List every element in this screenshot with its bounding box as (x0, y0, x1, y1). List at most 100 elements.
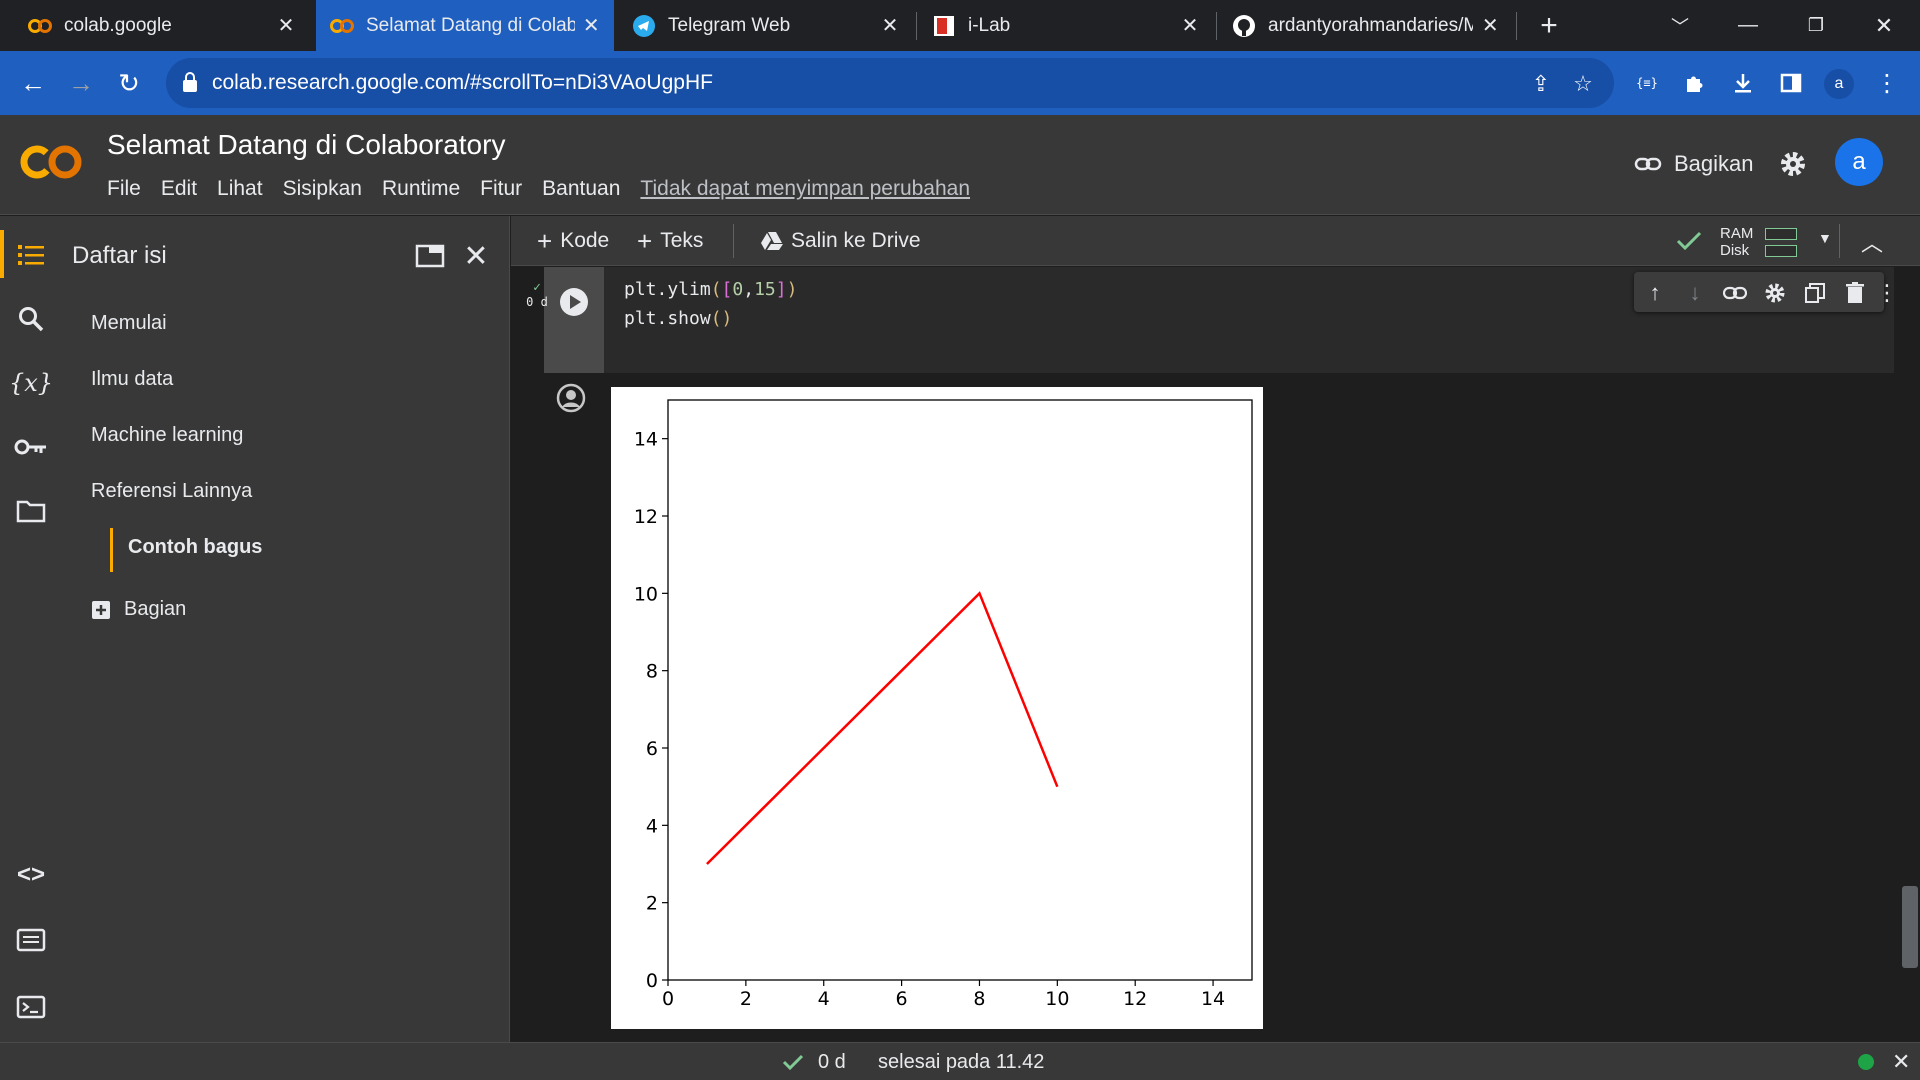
exec-status: ✓ 0 d (525, 280, 549, 309)
toc-list-icon[interactable] (12, 236, 50, 274)
mirror-cell-icon[interactable] (1802, 280, 1828, 306)
notebook-title[interactable]: Selamat Datang di Colaboratory (107, 129, 506, 160)
plot-output: 0 2 4 6 8 10 12 14 0 2 4 6 8 10 12 14 (611, 387, 1263, 1029)
browser-tab-github[interactable]: ardantyorahmandaries/M ✕ (1218, 0, 1514, 51)
drive-icon (761, 232, 783, 250)
side-panel-icon[interactable] (1778, 70, 1804, 96)
tab-title: colab.google (64, 14, 172, 36)
browser-menu-icon[interactable]: ⋮ (1875, 69, 1899, 97)
close-panel-icon[interactable]: ✕ (463, 239, 489, 273)
minimize-button[interactable]: — (1738, 14, 1758, 36)
colab-icon (330, 14, 354, 38)
x-tick-label: 10 (1045, 988, 1069, 1010)
new-tab-button[interactable]: + (1540, 8, 1558, 42)
tab-separator (1216, 12, 1217, 40)
status-message: selesai pada 11.42 (878, 1051, 1045, 1073)
x-tick-label: 8 (973, 988, 985, 1010)
share-page-icon[interactable]: ⇪ (1531, 71, 1551, 96)
account-avatar[interactable]: a (1835, 138, 1883, 186)
telegram-icon (632, 14, 656, 38)
secrets-key-icon[interactable] (12, 428, 50, 466)
close-icon[interactable]: ✕ (582, 15, 600, 37)
toc-item-machine-learning[interactable]: Machine learning (91, 424, 244, 446)
extensions-puzzle-icon[interactable] (1682, 70, 1708, 96)
line-chart: 0 2 4 6 8 10 12 14 0 2 4 6 8 10 12 14 (634, 399, 1253, 1010)
delete-cell-icon[interactable] (1842, 280, 1868, 306)
reload-button[interactable]: ↻ (118, 67, 140, 98)
code-editor[interactable]: plt.ylim([0,15]) plt.show() (624, 275, 797, 333)
close-icon[interactable]: ✕ (277, 15, 295, 37)
download-icon[interactable] (1730, 70, 1756, 96)
add-code-button[interactable]: + Kode (537, 225, 610, 256)
move-down-icon[interactable]: ↓ (1689, 280, 1701, 305)
restore-button[interactable]: ❐ (1807, 15, 1825, 35)
status-bar: 0 d selesai pada 11.42 ✕ (0, 1042, 1920, 1080)
run-cell-button[interactable] (559, 287, 589, 322)
command-palette-icon[interactable] (12, 921, 50, 959)
status-check-icon (782, 1054, 804, 1071)
add-code-label: Kode (560, 229, 610, 252)
browser-tab-telegram[interactable]: Telegram Web ✕ (618, 0, 914, 51)
share-button[interactable]: Bagikan (1634, 151, 1754, 177)
toc-item-ilmu-data[interactable]: Ilmu data (91, 368, 174, 390)
y-tick-label: 8 (646, 661, 658, 683)
forward-button[interactable]: → (68, 67, 94, 98)
x-tick-label: 12 (1123, 988, 1147, 1010)
move-up-icon[interactable]: ↑ (1649, 280, 1661, 305)
colab-logo[interactable] (20, 142, 84, 187)
search-icon[interactable] (12, 300, 50, 338)
add-section-label: Bagian (124, 598, 187, 620)
menu-tools[interactable]: Fitur (480, 177, 523, 200)
connected-check-icon (1676, 231, 1702, 251)
add-section-button[interactable]: Bagian (92, 598, 186, 621)
close-status-icon[interactable]: ✕ (1892, 1049, 1911, 1074)
add-text-button[interactable]: + Teks (637, 225, 704, 256)
folder-icon[interactable] (12, 492, 50, 530)
tab-search-chevron-icon[interactable]: ﹀ (1671, 16, 1689, 37)
variables-icon[interactable]: {x} (8, 369, 54, 397)
close-icon[interactable]: ✕ (881, 15, 899, 37)
browser-tab-colab-google[interactable]: colab.google ✕ (14, 0, 310, 51)
close-window-button[interactable]: ✕ (1874, 12, 1894, 38)
profile-avatar[interactable]: a (1824, 69, 1854, 99)
open-in-tab-icon[interactable] (410, 236, 450, 276)
menu-edit[interactable]: Edit (160, 177, 198, 200)
connection-status-dot (1858, 1054, 1874, 1070)
tab-separator (916, 12, 917, 40)
bookmark-star-icon[interactable]: ☆ (1573, 71, 1593, 96)
cell-more-icon[interactable]: ⋮ (1876, 280, 1898, 305)
address-bar[interactable]: colab.research.google.com/#scrollTo=nDi3… (166, 58, 1614, 108)
menu-runtime[interactable]: Runtime (381, 177, 461, 200)
browser-toolbar: ← → ↻ colab.research.google.com/#scrollT… (0, 51, 1920, 115)
axes-frame (667, 399, 1253, 981)
browser-tab-ilab[interactable]: i-Lab ✕ (918, 0, 1214, 51)
exec-time: 0 d (526, 295, 548, 309)
browser-tab-colab-welcome[interactable]: Selamat Datang di Colabora ✕ (316, 0, 614, 51)
code-cell[interactable]: ✓ 0 d plt.ylim([0,15]) plt.show() ↑ ↓ (526, 267, 1898, 373)
cell-settings-gear-icon[interactable] (1762, 280, 1788, 306)
settings-gear-icon[interactable] (1778, 149, 1808, 184)
terminal-icon[interactable] (12, 988, 50, 1026)
extension-json-icon[interactable]: {≡} (1636, 76, 1658, 90)
collapse-header-icon[interactable]: ︿ (1861, 231, 1884, 256)
toc-item-contoh-bagus[interactable]: Contoh bagus (128, 536, 263, 558)
menu-file[interactable]: File (107, 177, 141, 200)
back-button[interactable]: ← (20, 67, 46, 98)
resources-dropdown-icon[interactable]: ▼ (1818, 230, 1832, 246)
menu-insert[interactable]: Sisipkan (282, 177, 362, 200)
output-avatar-icon[interactable] (556, 383, 586, 418)
scrollbar-thumb[interactable] (1902, 886, 1918, 968)
toc-item-referensi-lainnya[interactable]: Referensi Lainnya (91, 480, 253, 502)
close-icon[interactable]: ✕ (1481, 15, 1499, 37)
menu-view[interactable]: Lihat (217, 177, 263, 200)
toc-item-memulai[interactable]: Memulai (91, 312, 167, 334)
tab-title: ardantyorahmandaries/M (1268, 14, 1473, 36)
unsaved-changes-link[interactable]: Tidak dapat menyimpan perubahan (640, 177, 971, 200)
panel-title: Daftar isi (72, 242, 167, 269)
menu-help[interactable]: Bantuan (542, 177, 621, 200)
close-icon[interactable]: ✕ (1181, 15, 1199, 37)
status-elapsed: 0 d (818, 1051, 846, 1073)
copy-to-drive-button[interactable]: Salin ke Drive (761, 226, 921, 256)
link-icon[interactable] (1722, 280, 1748, 306)
code-snippets-icon[interactable]: <> (16, 861, 46, 888)
